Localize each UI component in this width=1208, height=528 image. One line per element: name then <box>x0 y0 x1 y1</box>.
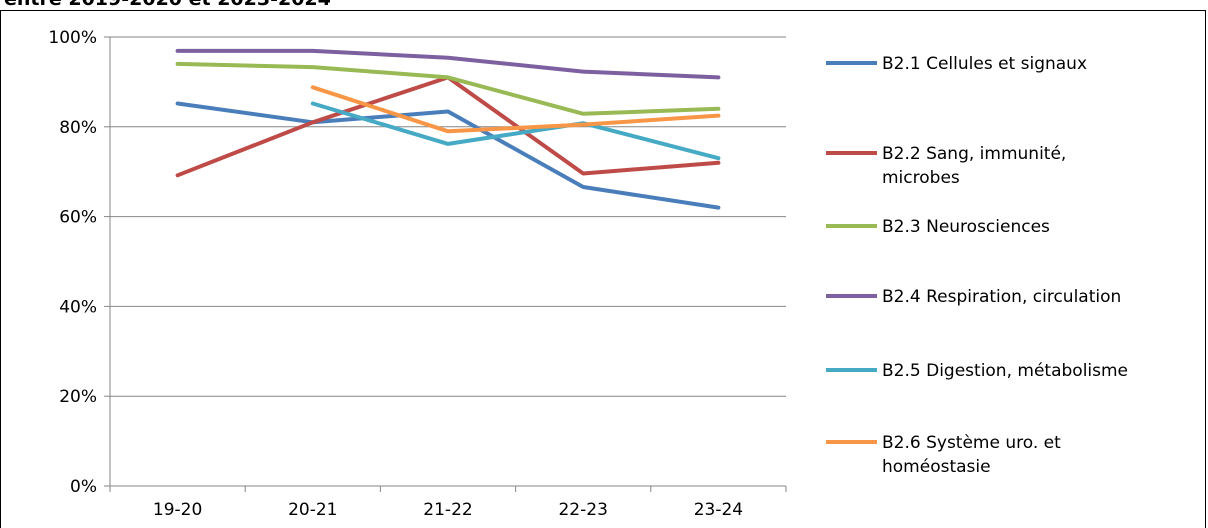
legend-item-1[interactable]: B2.1 Cellules et signaux <box>826 54 1087 74</box>
legend-label: B2.4 Respiration, circulation <box>882 287 1121 307</box>
legend-label: B2.5 Digestion, métabolisme <box>882 361 1128 381</box>
y-tick-label: 20% <box>59 387 97 407</box>
series-line-1 <box>175 101 721 210</box>
x-tick-label: 21-22 <box>423 500 472 520</box>
y-tick-label: 60% <box>59 208 97 228</box>
legend-item-5[interactable]: B2.5 Digestion, métabolisme <box>826 361 1128 381</box>
y-axis-tick-labels: 0% 20% 40% 60% 80% 100% <box>48 28 97 497</box>
y-tick-label: 80% <box>59 118 97 138</box>
x-axis-tick-labels: 19-20 20-21 21-22 22-23 23-24 <box>153 500 743 520</box>
legend-item-2[interactable]: B2.2 Sang, immunité, microbes <box>826 144 1066 188</box>
legend-item-3[interactable]: B2.3 Neurosciences <box>826 217 1050 237</box>
legend-label: B2.3 Neurosciences <box>882 217 1050 237</box>
series-line-3 <box>175 61 721 116</box>
gridlines <box>110 36 786 397</box>
legend-item-6[interactable]: B2.6 Système uro. et homéostasie <box>826 433 1061 477</box>
legend-label: B2.1 Cellules et signaux <box>882 54 1087 74</box>
legend-label: microbes <box>882 168 960 188</box>
chart-frame <box>0 10 1206 528</box>
y-tick-label: 100% <box>48 28 97 48</box>
legend-label: B2.6 Système uro. et <box>882 433 1061 453</box>
x-tick-label: 22-23 <box>558 500 607 520</box>
x-tick-label: 20-21 <box>288 500 337 520</box>
y-tick-label: 40% <box>59 297 97 317</box>
series-line-4 <box>175 48 721 80</box>
y-tick-label: 0% <box>70 477 97 497</box>
legend-label: homéostasie <box>882 457 991 477</box>
x-tick-label: 19-20 <box>153 500 202 520</box>
series-line-6 <box>310 85 721 134</box>
series-lines <box>175 48 721 210</box>
series-line-5 <box>310 101 721 161</box>
axes <box>104 36 787 492</box>
legend[interactable]: B2.1 Cellules et signaux B2.2 Sang, immun… <box>826 54 1128 477</box>
x-tick-label: 23-24 <box>694 500 743 520</box>
legend-label: B2.2 Sang, immunité, <box>882 144 1066 164</box>
legend-item-4[interactable]: B2.4 Respiration, circulation <box>826 287 1121 307</box>
